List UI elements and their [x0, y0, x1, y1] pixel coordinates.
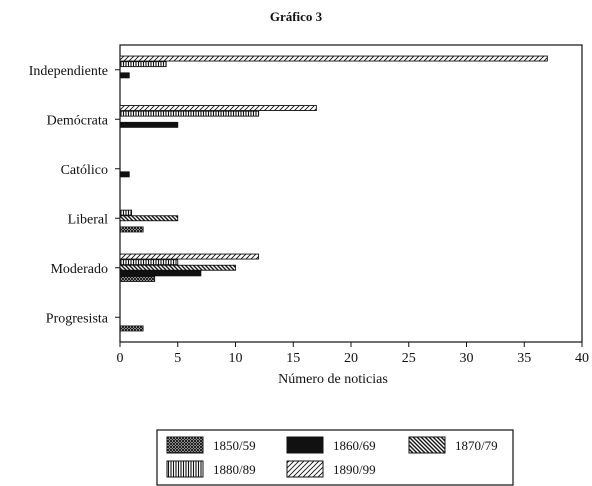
bar: [119, 171, 130, 178]
x-tick-label: 40: [575, 351, 589, 366]
legend-box: [156, 429, 514, 486]
category-label: Moderado: [50, 262, 108, 277]
bar: [119, 55, 548, 62]
legend-swatch: [286, 460, 324, 478]
x-tick-label: 15: [286, 351, 300, 366]
legend-swatch: [408, 436, 446, 454]
legend-label: 1890/99: [333, 462, 376, 477]
legend-swatch: [166, 460, 204, 478]
bar: [119, 209, 133, 216]
category-label: Progresista: [46, 311, 109, 326]
bar: [119, 72, 130, 79]
legend-label: 1880/89: [213, 462, 256, 477]
legend-label: 1850/59: [213, 438, 256, 453]
x-tick-label: 35: [517, 351, 531, 366]
category-label: Demócrata: [47, 113, 109, 128]
bar: [119, 105, 317, 112]
x-tick-label: 0: [117, 351, 124, 366]
category-label: Liberal: [68, 212, 109, 227]
bar: [119, 215, 179, 222]
legend-swatch: [166, 436, 204, 454]
bar: [119, 325, 144, 332]
category-label: Independiente: [29, 64, 108, 79]
plot-frame: [119, 44, 583, 343]
bar: [119, 110, 260, 117]
x-tick-label: 5: [174, 351, 181, 366]
bar: [119, 226, 144, 233]
x-tick-label: 20: [344, 351, 358, 366]
bar: [119, 259, 179, 266]
category-label: Católico: [61, 163, 108, 178]
x-axis-title: Número de noticias: [278, 372, 388, 387]
legend-label: 1860/69: [333, 438, 376, 453]
bar: [119, 264, 236, 271]
bar: [119, 121, 179, 128]
x-tick-label: 10: [229, 351, 243, 366]
bar: [119, 276, 156, 282]
bar: [119, 253, 260, 260]
x-tick-label: 25: [402, 351, 416, 366]
legend-label: 1870/79: [455, 438, 498, 453]
chart-title: Gráfico 3: [269, 9, 323, 24]
x-tick-label: 30: [460, 351, 474, 366]
legend-swatch: [286, 436, 324, 454]
bar: [119, 61, 167, 68]
bar: [119, 270, 202, 277]
